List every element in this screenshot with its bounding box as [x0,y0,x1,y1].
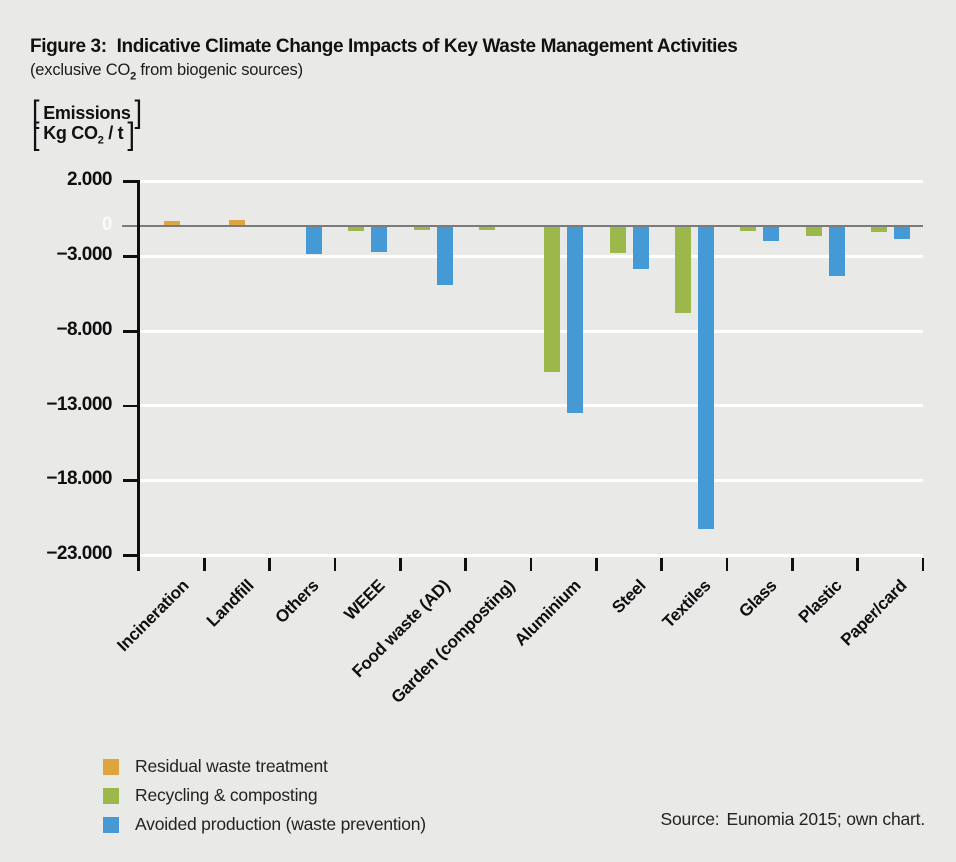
y-axis-unit-line1: [ Emissions ] [28,94,146,130]
x-label-paper-card: Paper/card [837,576,911,650]
bar-aluminium-series1 [544,225,561,372]
bar-food-waste-ad--series2 [436,225,453,285]
y-tick-label--3000: −3.000 [56,244,112,265]
gridline-2000 [139,179,923,183]
y-axis-tick--13000 [123,404,137,407]
x-axis-tick-3 [333,558,337,571]
bar-steel-series2 [632,225,649,269]
y-axis-tick--8000 [123,330,137,333]
x-axis-tick-1 [203,558,206,571]
gridline--23000 [139,553,923,557]
x-axis-tick-10 [791,558,794,571]
x-label-glass: Glass [734,576,781,622]
bar-steel-series1 [609,225,626,253]
y-axis-tick--3000 [123,255,137,258]
y-tick-label-2000: 2.000 [66,169,113,190]
x-axis-tick-4 [399,558,402,571]
x-axis-tick-5 [464,558,467,571]
bar-plastic-series1 [805,225,822,236]
figure-subtitle: (exclusive CO2 from biogenic sources) [30,61,303,83]
x-label-steel: Steel [608,576,650,618]
gridline--8000 [139,329,923,333]
y-axis-unit-label: [ Emissions ] [ Kg CO2 / t ] [28,94,146,152]
source-note: Source: Eunomia 2015; own chart. [660,809,926,829]
bar-glass-series2 [763,225,780,241]
bar-plastic-series2 [828,225,845,276]
left-bracket: [ [32,116,40,152]
x-axis-tick-12 [921,558,925,571]
x-axis-tick-8 [660,558,663,571]
gridline--13000 [139,404,923,407]
x-label-plastic: Plastic [794,576,846,627]
x-label-weee: WEEE [340,576,389,624]
x-label-landfill: Landfill [202,576,258,631]
y-tick-label--13000: −13.000 [46,393,112,415]
x-label-others: Others [271,576,323,627]
bar-paper-card-series1 [870,225,887,232]
bar-glass-series1 [740,225,757,231]
figure-number: Figure 3: [30,36,107,57]
x-axis-tick-6 [529,558,533,571]
x-axis-tick-7 [595,558,598,571]
bar-incineration-series0 [163,221,180,226]
bar-weee-series1 [348,225,365,231]
bar-landfill-series0 [229,220,245,226]
y-axis-line [137,180,140,571]
right-bracket: ] [127,116,135,152]
gridline--18000 [139,478,923,482]
bar-textiles-series1 [674,225,691,313]
bar-textiles-series2 [697,225,714,529]
x-label-incineration: Incineration [113,576,193,656]
y-tick-label--23000: −23.000 [46,543,112,564]
legend-item-avoided-production: Avoided production (waste prevention) [103,810,426,839]
y-axis-tick--18000 [123,479,137,482]
bar-garden-composting--series1 [478,225,495,230]
bar-aluminium-series2 [567,225,584,413]
y-axis-tick-2000 [123,180,137,183]
residual-waste-swatch [103,758,119,775]
bar-others-series2 [305,225,322,254]
x-label-aluminium: Aluminium [510,576,585,650]
recycling-swatch [103,787,119,804]
y-tick-label--18000: −18.000 [46,468,112,489]
legend-item-recycling-composting: Recycling & composting [103,781,426,810]
gridline--3000 [139,254,923,258]
avoided-production-swatch [103,816,119,833]
figure-title-text: Indicative Climate Change Impacts of Key… [116,36,738,57]
x-axis-tick-11 [856,558,859,571]
x-axis-tick-9 [725,558,729,571]
x-label-garden-composting-: Garden (composting) [387,576,519,707]
bar-paper-card-series2 [893,225,910,239]
y-tick-label-0: 0 [101,214,113,235]
chart-legend: Residual waste treatment Recycling & com… [103,752,426,839]
x-label-textiles: Textiles [659,576,715,632]
y-tick-label--8000: −8.000 [56,319,112,340]
legend-item-residual-waste-treatment: Residual waste treatment [103,752,426,781]
y-axis-unit-line2: [ Kg CO2 / t ] [28,116,146,152]
figure-title: Figure 3: Indicative Climate Change Impac… [30,36,738,58]
x-axis-tick-2 [268,558,271,571]
y-axis-tick--23000 [123,554,137,557]
zero-baseline [122,225,923,227]
left-bracket: [ [32,94,40,130]
bar-weee-series2 [371,225,388,252]
bar-food-waste-ad--series1 [413,225,430,230]
right-bracket: ] [134,94,143,130]
